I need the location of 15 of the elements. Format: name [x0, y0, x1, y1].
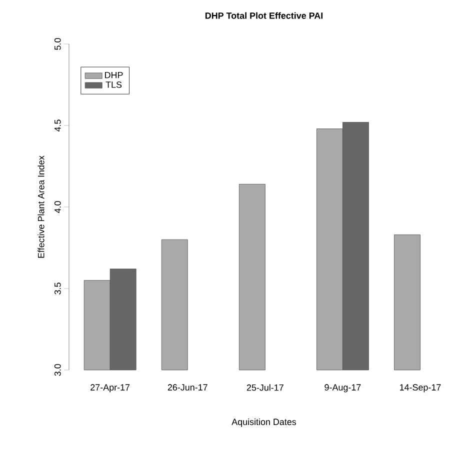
y-tick-label: 3.5 — [54, 282, 61, 294]
y-tick-label: 4.0 — [54, 201, 61, 214]
y-tick-label: 5.0 — [54, 38, 61, 50]
y-tick-label: 4.5 — [54, 120, 61, 132]
x-axis-title: Aquisition Dates — [232, 418, 296, 427]
y-tick-label: 3.0 — [54, 364, 61, 376]
x-tick-label: 27-Apr-17 — [90, 384, 130, 392]
chart-title: DHP Total Plot Effective PAI — [205, 12, 323, 19]
x-tick-label: 26-Jun-17 — [168, 384, 208, 391]
y-axis-title: Effective Plant Area Index — [38, 156, 44, 258]
legend-label: TLS — [106, 82, 122, 88]
x-tick-label: 9-Aug-17 — [324, 384, 361, 392]
legend-label: DHP — [105, 72, 123, 78]
x-tick-label: 14-Sep-17 — [400, 384, 441, 392]
x-tick-label: 25-Jul-17 — [246, 384, 284, 391]
